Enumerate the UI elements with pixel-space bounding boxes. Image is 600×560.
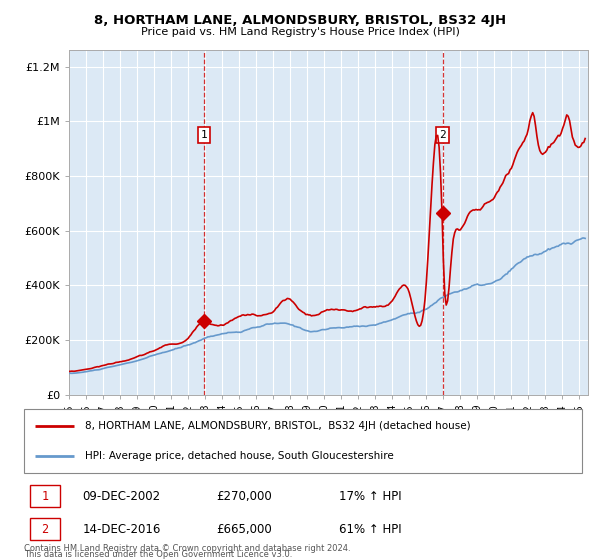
Text: 09-DEC-2002: 09-DEC-2002	[83, 490, 161, 503]
Text: HPI: Average price, detached house, South Gloucestershire: HPI: Average price, detached house, Sout…	[85, 451, 394, 461]
Text: 8, HORTHAM LANE, ALMONDSBURY, BRISTOL, BS32 4JH: 8, HORTHAM LANE, ALMONDSBURY, BRISTOL, B…	[94, 14, 506, 27]
FancyBboxPatch shape	[24, 409, 582, 473]
FancyBboxPatch shape	[29, 485, 60, 507]
Text: Contains HM Land Registry data © Crown copyright and database right 2024.: Contains HM Land Registry data © Crown c…	[24, 544, 350, 553]
FancyBboxPatch shape	[29, 518, 60, 540]
Text: 8, HORTHAM LANE, ALMONDSBURY, BRISTOL,  BS32 4JH (detached house): 8, HORTHAM LANE, ALMONDSBURY, BRISTOL, B…	[85, 421, 471, 431]
Text: 1: 1	[41, 490, 49, 503]
Text: This data is licensed under the Open Government Licence v3.0.: This data is licensed under the Open Gov…	[24, 550, 292, 559]
Text: 2: 2	[41, 522, 49, 536]
Text: 17% ↑ HPI: 17% ↑ HPI	[339, 490, 402, 503]
Text: £665,000: £665,000	[217, 522, 272, 536]
Text: 1: 1	[200, 130, 207, 140]
Text: Price paid vs. HM Land Registry's House Price Index (HPI): Price paid vs. HM Land Registry's House …	[140, 27, 460, 37]
Text: £270,000: £270,000	[217, 490, 272, 503]
Text: 14-DEC-2016: 14-DEC-2016	[83, 522, 161, 536]
Text: 61% ↑ HPI: 61% ↑ HPI	[339, 522, 402, 536]
Text: 2: 2	[439, 130, 446, 140]
